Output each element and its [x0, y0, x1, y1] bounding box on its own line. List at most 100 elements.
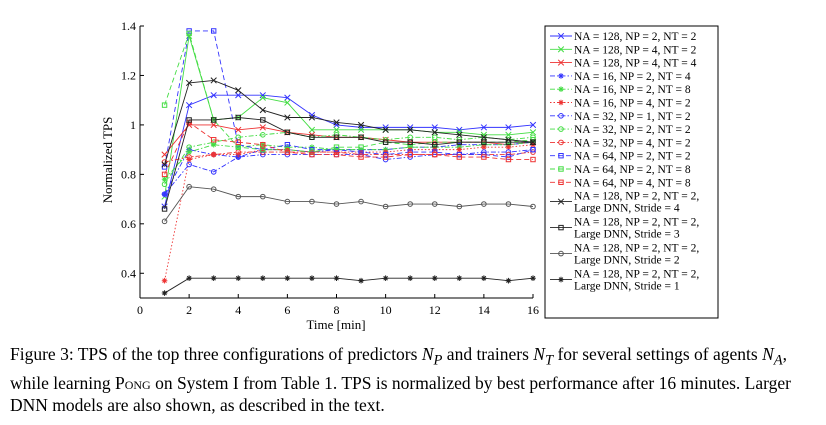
- legend-label: NA = 64, NP = 4, NT = 8: [574, 177, 691, 189]
- data-point: [505, 201, 512, 207]
- caption-game: Pong: [114, 372, 151, 393]
- legend-marker: [558, 224, 564, 231]
- data-point: [480, 134, 488, 141]
- legend-label: NA = 128, NP = 2, NT = 2,: [574, 217, 699, 229]
- caption-np-symbol: N: [421, 344, 434, 364]
- data-point: [431, 129, 438, 136]
- data-point: [260, 193, 266, 200]
- y-axis: 0.4 0.6 0.8 1 1.2 1.4: [121, 19, 144, 298]
- data-point: [407, 151, 413, 158]
- data-point: [505, 277, 512, 284]
- legend-label: NA = 32, NP = 2, NT = 2: [574, 124, 691, 136]
- legend-label: NA = 128, NP = 2, NT = 2,: [574, 269, 699, 281]
- data-point: [284, 129, 291, 136]
- caption-nt-symbol: N: [533, 344, 545, 364]
- legend-label: Large DNN, Stride = 4: [574, 203, 680, 215]
- series-7: [161, 129, 536, 188]
- legend-entry: NA = 128, NP = 4, NT = 2: [550, 44, 697, 56]
- data-point: [358, 144, 364, 150]
- data-point: [456, 126, 463, 134]
- data-point: [480, 124, 488, 131]
- legend-label: NA = 16, NP = 2, NT = 8: [574, 84, 691, 96]
- legend-label: NA = 16, NP = 2, NT = 4: [574, 71, 691, 83]
- x-tick-label: 6: [284, 303, 290, 317]
- x-tick-label: 0: [137, 303, 143, 317]
- data-point: [235, 92, 242, 99]
- data-point: [161, 181, 168, 188]
- data-point: [309, 151, 315, 158]
- x-tick-label: 16: [527, 303, 539, 317]
- data-point: [260, 117, 266, 123]
- data-point: [210, 275, 217, 282]
- series-3: [161, 139, 536, 197]
- data-point: [382, 154, 389, 160]
- legend-label: NA = 32, NP = 4, NT = 2: [574, 137, 691, 149]
- data-point: [505, 144, 512, 150]
- caption-np-subscript: P: [433, 352, 443, 369]
- data-point: [481, 144, 487, 150]
- tps-chart: 0 2 4 6 8 10 12 14 16 0.4 0.6 0.8 1 1.2 1.4 Time [min…: [100, 19, 719, 332]
- legend-marker: [558, 126, 564, 132]
- legend-entry: NA = 128, NP = 4, NT = 4: [550, 58, 697, 70]
- caption-prefix: Figure 3: TPS of the top three configura…: [10, 344, 422, 364]
- series-4: [161, 139, 536, 183]
- caption-na-subscript: A: [773, 352, 783, 369]
- data-point: [235, 193, 242, 200]
- data-point: [309, 198, 315, 205]
- data-point: [186, 154, 192, 160]
- legend-marker: [557, 198, 565, 205]
- data-point: [161, 191, 168, 197]
- data-point: [235, 87, 242, 94]
- data-point: [431, 124, 438, 131]
- data-point: [333, 119, 340, 126]
- data-point: [186, 117, 192, 123]
- legend-entry: NA = 32, NP = 2, NT = 2: [550, 124, 691, 136]
- data-point: [235, 275, 242, 282]
- series-5: [161, 141, 536, 284]
- x-tick-label: 12: [429, 303, 441, 317]
- data-point: [407, 201, 413, 207]
- data-point: [431, 275, 438, 282]
- data-point: [284, 275, 291, 282]
- legend-label: NA = 64, NP = 2, NT = 8: [574, 164, 691, 176]
- data-point: [210, 137, 217, 143]
- data-point: [309, 134, 315, 140]
- data-point: [284, 94, 291, 101]
- data-point: [284, 149, 291, 155]
- data-point: [456, 139, 463, 145]
- legend-marker: [558, 179, 564, 186]
- data-point: [357, 121, 365, 129]
- data-point: [210, 117, 217, 123]
- data-point: [284, 114, 291, 121]
- series-14: [161, 183, 536, 225]
- legend-marker: [557, 59, 565, 66]
- legend-label: NA = 128, NP = 4, NT = 2: [574, 44, 697, 56]
- legend-entry: NA = 16, NP = 2, NT = 4: [550, 71, 691, 83]
- data-point: [308, 111, 316, 119]
- legend-marker: [558, 99, 564, 106]
- series-line: [164, 131, 534, 185]
- series-line: [164, 124, 534, 155]
- data-point: [456, 131, 463, 138]
- data-point: [235, 114, 241, 121]
- legend-entry: NA = 128, NP = 2, NT = 2,Large DNN, Stri…: [550, 191, 699, 215]
- data-point: [260, 141, 266, 148]
- data-point: [407, 124, 414, 131]
- series-13: [161, 114, 536, 212]
- y-tick-label: 0.4: [121, 266, 136, 280]
- data-point: [505, 156, 512, 163]
- series-0: [161, 92, 537, 210]
- legend-marker: [558, 250, 564, 257]
- data-point: [333, 151, 340, 158]
- data-point: [186, 161, 192, 168]
- data-point: [529, 129, 537, 136]
- series-line: [164, 141, 534, 195]
- data-point: [210, 121, 217, 129]
- series-1: [161, 32, 537, 200]
- data-point: [382, 275, 389, 282]
- data-point: [358, 198, 364, 205]
- data-point: [358, 149, 364, 155]
- series-line: [164, 121, 533, 175]
- legend-entry: NA = 64, NP = 2, NT = 8: [550, 164, 691, 176]
- legend-entry: NA = 16, NP = 2, NT = 8: [550, 84, 691, 96]
